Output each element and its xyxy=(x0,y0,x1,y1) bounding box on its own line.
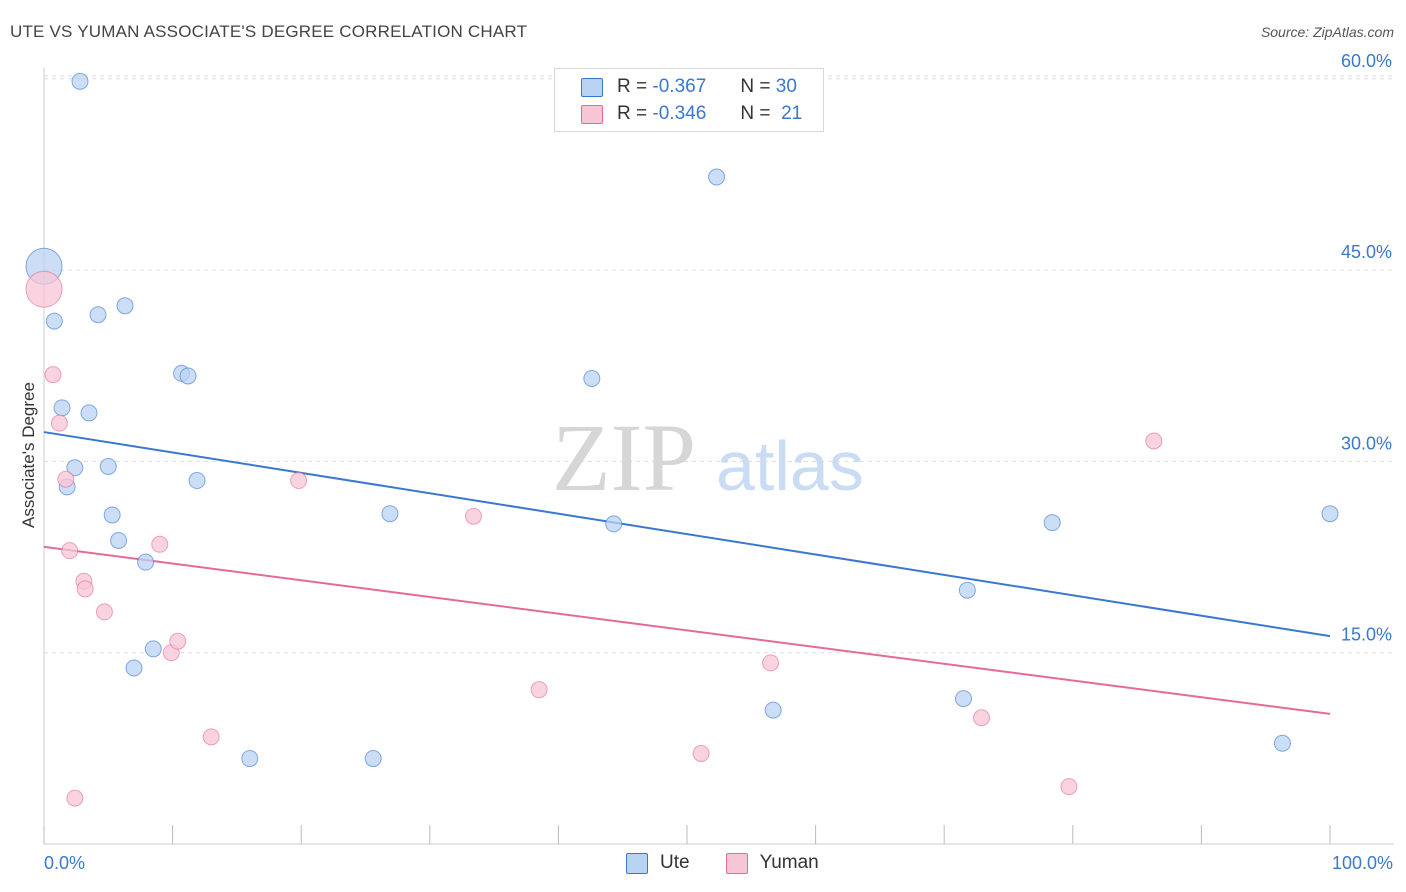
yuman-point xyxy=(66,789,84,807)
trend-lines xyxy=(43,431,1331,715)
yuman-trend-line xyxy=(43,545,1331,715)
yuman-point xyxy=(692,744,710,762)
source-label: Source: ZipAtlas.com xyxy=(1260,24,1394,40)
ute-point xyxy=(53,399,71,417)
ute-point xyxy=(764,701,782,719)
ute-point xyxy=(954,690,972,708)
yuman-point xyxy=(61,542,79,560)
yuman-point xyxy=(50,414,68,432)
yuman-point xyxy=(1145,432,1163,450)
yuman-point xyxy=(57,470,75,488)
ute-point xyxy=(1273,734,1291,752)
yuman-point xyxy=(530,681,548,699)
yuman-point xyxy=(762,654,780,672)
ute-trend-line xyxy=(43,431,1331,638)
correlation-legend: R = -0.367 N = 30 R = -0.346 N = 21 xyxy=(554,68,824,132)
watermark-atlas: atlas xyxy=(716,427,864,505)
yuman-point xyxy=(95,603,113,621)
y-tick-label: 45.0% xyxy=(1341,242,1392,262)
ute-point xyxy=(364,750,382,768)
tick-labels: 15.0% 30.0% 45.0% 60.0% 0.0% 100.0% xyxy=(44,51,1393,873)
ute-r-value: -0.367 xyxy=(652,76,707,97)
ute-point xyxy=(708,168,726,186)
ute-n-label: N = xyxy=(740,76,771,97)
ute-n-value: 30 xyxy=(775,76,797,97)
data-points xyxy=(25,72,1339,807)
yuman-point xyxy=(1060,778,1078,796)
y-tick-label: 15.0% xyxy=(1341,625,1392,645)
yuman-point xyxy=(169,632,187,650)
yuman-point xyxy=(972,709,990,727)
legend-row-ute: R = -0.367 N = 30 xyxy=(555,74,797,100)
ute-point xyxy=(188,472,206,490)
ute-point xyxy=(381,505,399,523)
legend-yuman-label: Yuman xyxy=(759,852,819,873)
legend-yuman-swatch xyxy=(725,852,748,874)
ute-point xyxy=(66,459,84,477)
ute-point xyxy=(71,72,89,90)
ute-point xyxy=(583,370,601,388)
axes xyxy=(43,68,1394,845)
y-tick-label: 30.0% xyxy=(1341,433,1392,453)
ute-point xyxy=(125,659,143,677)
x-tick-label: 100.0% xyxy=(1332,853,1393,873)
yuman-point xyxy=(25,270,63,308)
yuman-point xyxy=(44,366,62,384)
legend-row-yuman: R = -0.346 N = 21 xyxy=(555,101,802,127)
yuman-point xyxy=(76,580,94,598)
ute-point xyxy=(103,506,121,524)
ute-point xyxy=(137,553,155,571)
yuman-point xyxy=(290,472,308,490)
yuman-swatch xyxy=(581,104,603,124)
ute-point xyxy=(89,306,107,324)
ute-r-label: R = xyxy=(617,76,648,97)
legend-ute-swatch xyxy=(626,852,648,874)
yuman-point xyxy=(151,535,169,553)
ute-point xyxy=(144,640,162,658)
ute-point xyxy=(45,312,63,330)
watermark-zip: ZIP xyxy=(552,404,696,511)
ute-swatch xyxy=(581,77,603,97)
yuman-point xyxy=(202,728,220,746)
yuman-point xyxy=(465,507,483,525)
series-legend: Ute Yuman xyxy=(626,852,819,874)
ute-point xyxy=(958,581,976,599)
yuman-r-label: R = xyxy=(617,103,648,124)
grid-lines xyxy=(44,75,1394,654)
yuman-n-value: 21 xyxy=(781,103,803,124)
yuman-r-value: -0.346 xyxy=(652,103,707,124)
chart-title: UTE VS YUMAN ASSOCIATE'S DEGREE CORRELAT… xyxy=(10,22,528,41)
ute-point xyxy=(99,458,117,476)
ute-point xyxy=(605,515,623,533)
ute-point xyxy=(116,297,134,315)
ute-point xyxy=(110,531,128,549)
ute-point xyxy=(1321,505,1339,523)
ute-point xyxy=(1043,514,1061,532)
legend-ute-label: Ute xyxy=(660,852,690,873)
ute-point xyxy=(179,367,197,385)
yuman-n-label: N = xyxy=(740,103,771,124)
x-tick-label: 0.0% xyxy=(44,853,85,873)
ute-point xyxy=(241,750,259,768)
y-tick-label: 60.0% xyxy=(1341,51,1392,71)
y-axis-label: Associate's Degree xyxy=(19,382,38,528)
ute-point xyxy=(80,404,98,422)
